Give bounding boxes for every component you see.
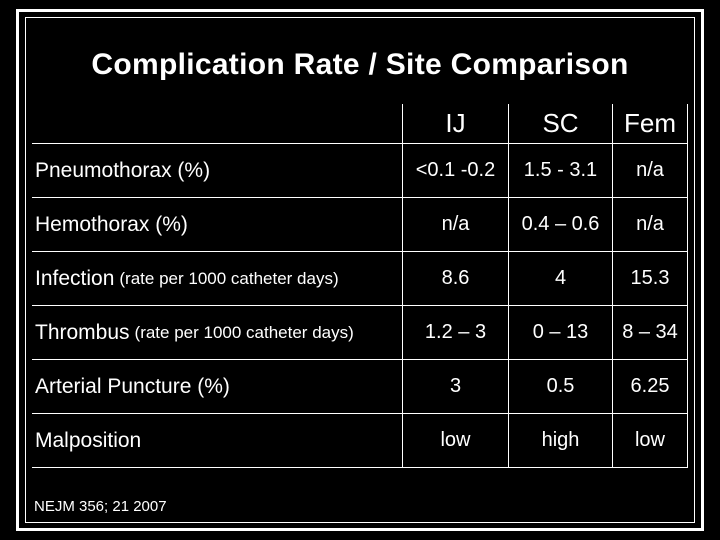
row-label-main: Pneumothorax (%)	[35, 158, 211, 182]
row-label: Malposition	[32, 414, 402, 468]
cell-value: 1.5 - 3.1	[508, 144, 612, 198]
cell-value: 8 – 34	[612, 306, 688, 360]
cell-value: low	[612, 414, 688, 468]
row-label: Thrombus (rate per 1000 catheter days)	[32, 306, 402, 360]
slide-border-outer	[16, 9, 704, 531]
row-label: Arterial Puncture (%)	[32, 360, 402, 414]
cell-value: 0 – 13	[508, 306, 612, 360]
header-empty-cell	[32, 104, 402, 144]
row-label-suffix: (rate per 1000 catheter days)	[134, 322, 354, 342]
cell-value: 6.25	[612, 360, 688, 414]
slide-title: Complication Rate / Site Comparison	[91, 48, 629, 81]
row-label-main: Arterial Puncture (%)	[35, 374, 230, 398]
slide-border-inner	[25, 17, 695, 523]
cell-value: n/a	[612, 198, 688, 252]
row-label-main: Thrombus	[35, 320, 130, 344]
row-label: Pneumothorax (%)	[32, 144, 402, 198]
row-label: Infection (rate per 1000 catheter days)	[32, 252, 402, 306]
cell-value: high	[508, 414, 612, 468]
row-label-main: Hemothorax (%)	[35, 212, 188, 236]
cell-value: 0.4 – 0.6	[508, 198, 612, 252]
row-label: Hemothorax (%)	[32, 198, 402, 252]
column-header-sc: SC	[508, 104, 612, 144]
cell-value: low	[402, 414, 508, 468]
cell-value: n/a	[612, 144, 688, 198]
column-header-ij: IJ	[402, 104, 508, 144]
column-header-fem: Fem	[612, 104, 688, 144]
row-label-main: Infection	[35, 266, 115, 290]
comparison-table: IJ SC Fem Pneumothorax (%) <0.1 -0.2 1.5…	[32, 104, 688, 468]
cell-value: 3	[402, 360, 508, 414]
cell-value: 0.5	[508, 360, 612, 414]
cell-value: <0.1 -0.2	[402, 144, 508, 198]
cell-value: n/a	[402, 198, 508, 252]
citation: NEJM 356; 21 2007	[34, 498, 167, 515]
cell-value: 4	[508, 252, 612, 306]
row-label-main: Malposition	[35, 428, 142, 452]
cell-value: 1.2 – 3	[402, 306, 508, 360]
cell-value: 15.3	[612, 252, 688, 306]
cell-value: 8.6	[402, 252, 508, 306]
row-label-suffix: (rate per 1000 catheter days)	[119, 268, 339, 288]
